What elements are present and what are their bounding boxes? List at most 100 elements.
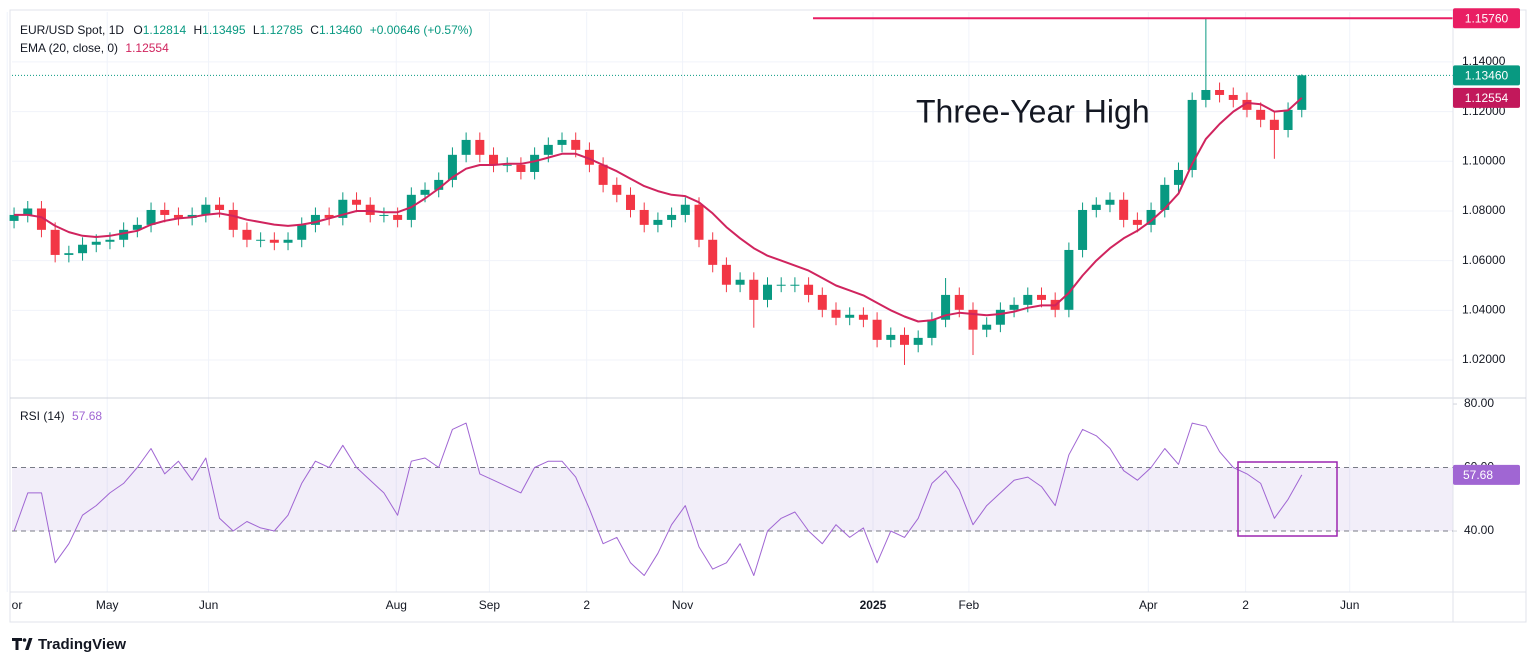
axes: 1.020001.040001.060001.080001.100001.120…: [12, 8, 1520, 612]
x-tick-label: 2: [1242, 598, 1249, 612]
ohlc-value: 1.13495: [202, 23, 246, 37]
candle-body: [1187, 99, 1197, 170]
x-tick-label: Nov: [672, 598, 693, 612]
ohlc-value: 1.13460: [319, 23, 363, 37]
candle-body: [817, 294, 827, 310]
series-line: [13, 422, 1303, 576]
candle-body: [1023, 294, 1033, 305]
candle-body: [297, 224, 307, 240]
x-tick-label: May: [96, 598, 119, 612]
candle-body: [1228, 94, 1238, 100]
highlight-box: [1237, 461, 1338, 537]
candle-body: [1119, 199, 1129, 220]
candle-body: [1215, 89, 1225, 95]
candle-body: [489, 154, 499, 165]
price-tag: [1453, 87, 1520, 108]
candle-body: [735, 279, 745, 285]
y-tick-label: 40.00: [1464, 523, 1494, 537]
candle-body: [1078, 209, 1088, 250]
candle-body: [804, 284, 814, 295]
legend-rsi: RSI (14) 57.68: [20, 409, 102, 423]
candle-body: [653, 219, 663, 225]
candle-body: [708, 239, 718, 265]
candle-body: [543, 144, 553, 155]
candle-body: [845, 314, 855, 318]
candle-body: [1105, 199, 1115, 205]
ohlc-value: 1.12785: [260, 23, 304, 37]
candle-body: [667, 214, 677, 220]
x-tick-label: Jun: [199, 598, 218, 612]
candle-body: [872, 319, 882, 340]
candle-body: [420, 189, 430, 195]
candle-body: [1256, 109, 1266, 120]
candle-body: [447, 154, 457, 180]
x-tick-label: 2025: [860, 598, 887, 612]
logo: TradingView: [12, 636, 126, 653]
x-tick-label: Aug: [386, 598, 407, 612]
price-tag-label: 1.12554: [1465, 91, 1509, 105]
y-tick-label: 80.00: [1464, 396, 1494, 410]
candle-body: [9, 214, 19, 221]
candle-body: [886, 334, 896, 340]
candle-body: [995, 309, 1005, 325]
candle-body: [201, 204, 211, 215]
candle-body: [763, 284, 773, 300]
candle-body: [91, 241, 101, 245]
ema-name: EMA (20, close, 0): [20, 41, 118, 55]
ohlc-key: C: [310, 23, 319, 37]
candle-body: [461, 139, 471, 155]
candle-body: [434, 179, 444, 190]
candle-body: [1036, 294, 1046, 300]
candle-body: [790, 284, 800, 286]
price-tag-label: 1.13460: [1465, 69, 1509, 83]
candle-body: [50, 229, 60, 255]
symbol: EUR/USD Spot, 1D: [20, 23, 124, 37]
candle-body: [132, 224, 142, 230]
candle-body: [598, 164, 608, 185]
candle-body: [557, 139, 567, 145]
y-tick-label: 1.10000: [1462, 153, 1506, 167]
candle-body: [858, 314, 868, 320]
y-tick-label: 1.02000: [1462, 352, 1506, 366]
candle-body: [78, 244, 88, 254]
candle-body: [160, 209, 170, 215]
candle-body: [1146, 209, 1156, 225]
candle-body: [105, 239, 115, 242]
logo-mark: [12, 638, 33, 650]
candle-body: [338, 199, 348, 218]
candle-body: [749, 279, 759, 300]
candle-body: [913, 337, 923, 345]
legend-ema: EMA (20, close, 0) 1.12554: [20, 41, 169, 55]
series-line: [14, 97, 1303, 323]
candle-body: [927, 319, 937, 338]
candle-body: [612, 184, 622, 195]
ohlc-key: H: [193, 23, 202, 37]
value-tag-label: 57.68: [1463, 468, 1493, 482]
candle-body: [721, 264, 731, 285]
candle-body: [1132, 219, 1142, 225]
candle-body: [283, 239, 293, 243]
candle-body: [215, 204, 225, 210]
candle-body: [242, 229, 252, 240]
candle-body: [1297, 75, 1307, 110]
candle-body: [530, 154, 540, 172]
annotation: Three-Year High: [916, 93, 1150, 129]
candle-body: [475, 139, 485, 155]
candle-body: [584, 149, 594, 165]
candle-body: [1064, 249, 1074, 310]
candle-body: [228, 209, 238, 230]
candle-body: [982, 324, 992, 330]
x-tick-label: Jun: [1340, 598, 1359, 612]
value-tag: [1453, 464, 1520, 485]
candle-body: [23, 208, 33, 215]
candle-body: [831, 309, 841, 318]
candle-body: [1091, 204, 1101, 210]
price-tag-label: 1.15760: [1465, 11, 1509, 25]
candle-body: [571, 139, 581, 150]
plot: [9, 17, 1453, 576]
candle-body: [146, 209, 156, 225]
footer-brand: TradingView: [38, 636, 126, 653]
price-tag: [1453, 8, 1520, 29]
candle-body: [119, 229, 129, 240]
